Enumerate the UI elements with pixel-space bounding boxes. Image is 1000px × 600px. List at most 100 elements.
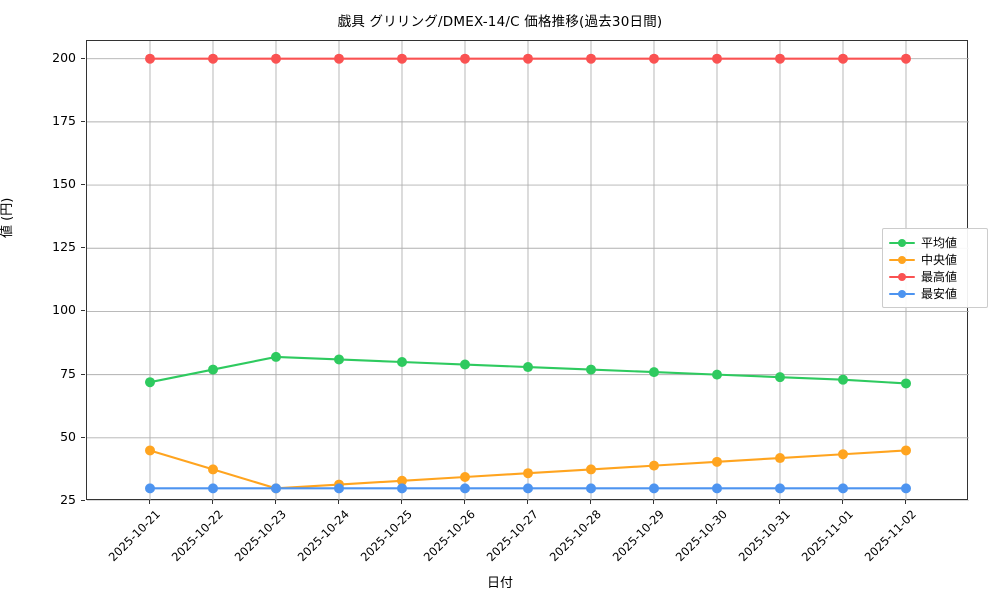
data-point	[208, 464, 218, 475]
data-point	[586, 464, 596, 475]
data-point	[271, 351, 281, 362]
y-tick-mark	[81, 500, 85, 501]
data-point	[460, 359, 470, 370]
y-tick-label: 200	[52, 49, 76, 65]
x-tick-mark	[275, 500, 276, 504]
legend-item[interactable]: 中央値	[889, 251, 981, 268]
x-tick-mark	[338, 500, 339, 504]
x-tick-mark	[464, 500, 465, 504]
data-point	[271, 53, 281, 64]
data-point	[649, 53, 659, 64]
data-point	[712, 53, 722, 64]
x-tick-mark	[590, 500, 591, 504]
y-tick-mark	[81, 436, 85, 438]
data-point	[397, 475, 407, 486]
legend-marker	[898, 255, 906, 264]
x-tick-mark	[779, 500, 780, 504]
data-point	[901, 53, 911, 64]
data-point	[838, 53, 848, 64]
x-tick-mark	[527, 500, 528, 504]
y-tick-mark	[81, 310, 85, 312]
plot-area	[86, 40, 969, 501]
data-point	[397, 483, 407, 494]
data-point	[334, 354, 344, 365]
data-point	[649, 367, 659, 378]
x-tick-mark	[716, 500, 717, 504]
data-point	[586, 483, 596, 494]
y-axis-label: 値 (円)	[0, 197, 15, 238]
y-tick-mark	[81, 120, 85, 122]
legend-label: 平均値	[921, 236, 958, 250]
x-tick-mark	[401, 500, 402, 504]
y-tick-mark	[81, 373, 85, 375]
data-point	[208, 483, 218, 494]
legend-item[interactable]: 最高値	[889, 268, 981, 285]
data-point	[334, 53, 344, 64]
legend-swatch-min	[889, 288, 915, 300]
x-tick-mark	[653, 500, 654, 504]
y-tick-mark	[81, 184, 85, 186]
data-point	[586, 53, 596, 64]
x-tick-mark	[842, 500, 843, 504]
data-point	[901, 483, 911, 494]
legend-item[interactable]: 平均値	[889, 234, 981, 251]
data-point	[712, 369, 722, 380]
data-point	[523, 53, 533, 64]
legend-marker	[898, 289, 906, 298]
data-point	[775, 372, 785, 383]
data-point	[523, 362, 533, 373]
data-point	[145, 483, 155, 494]
data-point	[145, 53, 155, 64]
y-tick-label: 175	[52, 112, 76, 128]
data-point	[775, 483, 785, 494]
data-point	[838, 449, 848, 460]
data-point	[145, 445, 155, 456]
x-tick-mark	[212, 500, 213, 504]
legend-item[interactable]: 最安値	[889, 285, 981, 302]
data-point	[712, 456, 722, 467]
legend-swatch-median	[889, 254, 915, 266]
data-point	[460, 53, 470, 64]
plot-svg	[87, 41, 969, 501]
legend-marker	[898, 272, 906, 281]
y-tick-label: 50	[60, 428, 76, 444]
chart-legend: 平均値 中央値 最高値 最安値	[882, 228, 988, 308]
data-point	[208, 364, 218, 375]
data-point	[775, 53, 785, 64]
y-tick-label: 25	[60, 492, 76, 507]
data-point	[838, 374, 848, 385]
legend-marker	[898, 238, 906, 247]
data-point	[649, 460, 659, 471]
gridlines	[87, 41, 969, 501]
data-point	[523, 483, 533, 494]
data-point	[901, 378, 911, 389]
legend-label: 中央値	[921, 253, 958, 267]
y-tick-label: 125	[52, 239, 76, 255]
x-tick-mark	[905, 500, 906, 504]
data-point	[712, 483, 722, 494]
x-axis-label: 日付	[486, 576, 513, 591]
data-point	[775, 453, 785, 464]
data-point	[460, 471, 470, 482]
series-layer	[145, 53, 911, 494]
y-tick-label: 100	[52, 302, 76, 318]
data-point	[334, 483, 344, 494]
data-point	[460, 483, 470, 494]
y-tick-label: 75	[60, 365, 76, 381]
y-tick-mark	[81, 57, 85, 59]
legend-swatch-mean	[889, 237, 915, 249]
data-point	[271, 483, 281, 494]
legend-label: 最安値	[921, 287, 958, 301]
data-point	[397, 356, 407, 367]
y-tick-label: 150	[52, 176, 76, 192]
data-point	[397, 53, 407, 64]
data-point	[901, 445, 911, 456]
legend-label: 最高値	[921, 270, 958, 284]
x-tick-mark	[149, 500, 150, 504]
data-point	[523, 468, 533, 479]
data-point	[838, 483, 848, 494]
y-tick-mark	[81, 247, 85, 249]
data-point	[649, 483, 659, 494]
data-point	[586, 364, 596, 375]
